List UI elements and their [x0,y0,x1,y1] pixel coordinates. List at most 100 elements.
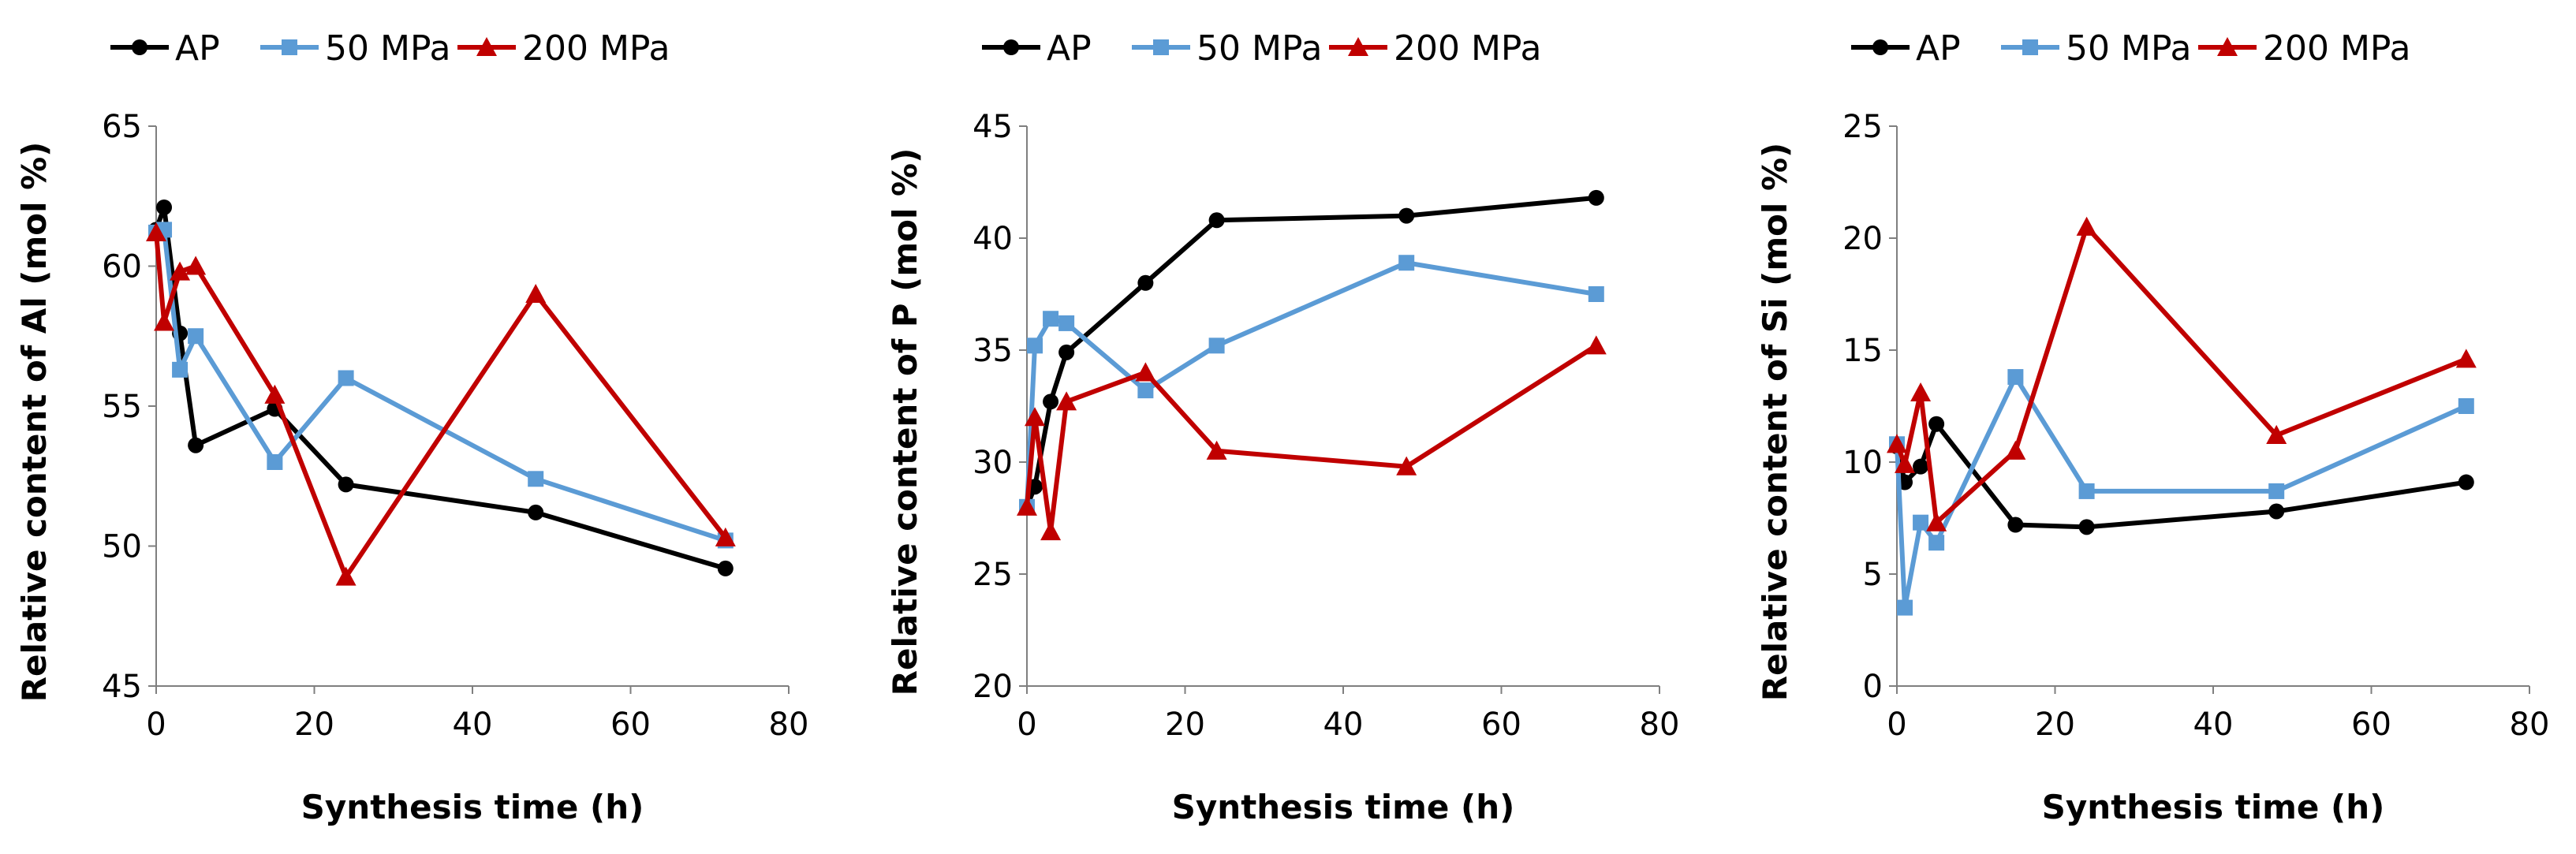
legend: AP 50 MPa 200 MPa [1851,28,2410,69]
data-point [338,370,354,386]
data-point [1025,407,1046,427]
x-tick-label: 40 [2193,707,2234,743]
data-point [2455,349,2477,368]
data-point [1058,344,1075,360]
x-tick-label: 20 [1165,707,1205,743]
data-point [2268,483,2285,499]
x-tick-label: 60 [1481,707,1521,743]
data-point [525,284,547,304]
data-point [1206,440,1227,460]
series-ap [1889,416,2474,535]
y-tick-label: 45 [973,109,1013,145]
series-line [154,232,728,580]
x-tick-label: 60 [610,707,651,743]
data-point [715,527,736,546]
x-tick-label: 20 [2035,707,2075,743]
x-tick-label: 80 [1640,707,1680,743]
x-axis-title: Synthesis time (h) [301,788,644,826]
y-axis-title: Relative content of Si (mol %) [1756,143,1794,701]
series-200-mpa [146,222,736,586]
legend-label: 50 MPa [1197,28,1322,69]
legend-marker [476,37,497,57]
legend-label: 50 MPa [325,28,450,69]
y-axis-title: Relative content of Al (mol %) [15,142,54,703]
series-line [155,227,726,543]
series-200-mpa [1017,335,1607,541]
data-point [1928,416,1945,432]
legend-label: AP [175,28,220,69]
x-tick-label: 40 [1323,707,1364,743]
y-tick-label: 30 [973,445,1013,481]
legend-marker [1348,37,1368,57]
data-point [1895,453,1916,473]
data-point [264,384,286,404]
y-tick-label: 0 [1863,669,1883,705]
chart-al-content: 45 50 55 60 65 0 20 40 60 80 Synthesis time (h) Rel… [15,28,808,826]
data-point [1135,362,1156,382]
x-tick-label: 20 [294,707,334,743]
y-tick-label: 10 [1842,445,1883,481]
legend-marker [1003,39,1019,55]
data-point [1913,514,1929,531]
data-point [335,566,357,586]
data-point [2076,216,2097,236]
data-point [170,261,191,281]
legend: AP 50 MPa 200 MPa [982,28,1541,69]
data-point [154,311,175,331]
y-tick-label: 15 [1842,333,1883,369]
legend-marker [132,39,147,55]
data-point [1910,382,1932,402]
y-axis-title: Relative content of P (mol %) [886,148,924,696]
data-point [2078,519,2095,535]
y-tick-label: 25 [973,557,1013,593]
x-tick-label: 40 [453,707,493,743]
x-axis-title: Synthesis time (h) [2042,788,2385,826]
y-tick-label: 55 [102,389,142,425]
data-point [1043,393,1059,410]
data-point [146,222,166,241]
legend-label: 200 MPa [522,28,670,69]
data-point [1056,391,1077,411]
data-point [156,199,173,215]
x-axis-title: Synthesis time (h) [1172,788,1515,826]
series-line [1025,195,1597,508]
legend-label: AP [1047,28,1092,69]
legend-label: 50 MPa [2066,28,2191,69]
series-line [1895,421,2467,530]
x-tick-label: 80 [2510,707,2550,743]
data-point [1913,458,1929,475]
data-point [2458,474,2474,490]
y-tick-label: 45 [102,669,142,705]
y-tick-label: 65 [102,109,142,145]
data-point [188,328,204,345]
legend-marker [1153,39,1169,55]
data-point [1396,456,1417,475]
data-point [188,437,204,453]
data-point [1208,212,1225,229]
data-point [528,471,544,487]
data-point [1137,382,1154,399]
y-tick-label: 35 [973,333,1013,369]
data-point [2007,517,2024,533]
data-point [717,560,734,576]
data-point [1897,599,1913,616]
y-tick-label: 20 [973,669,1013,705]
legend-label: 200 MPa [1394,28,1541,69]
legend-marker [1872,39,1888,55]
legend-marker [282,39,297,55]
y-tick-label: 5 [1863,557,1883,593]
data-point [1928,535,1945,551]
data-point [2005,440,2026,460]
data-point [1926,512,1947,531]
data-point [2458,398,2474,414]
series-ap [148,199,734,576]
data-point [1585,335,1607,355]
data-point [1040,521,1062,541]
data-point [2007,369,2024,386]
legend-marker [2217,37,2238,57]
y-tick-label: 40 [973,221,1013,257]
chart-si-content: 0 5 10 15 20 25 0 20 40 60 80 Synthesis time (h) Rel… [1756,28,2549,826]
data-point [1398,255,1415,271]
legend-label: AP [1916,28,1961,69]
